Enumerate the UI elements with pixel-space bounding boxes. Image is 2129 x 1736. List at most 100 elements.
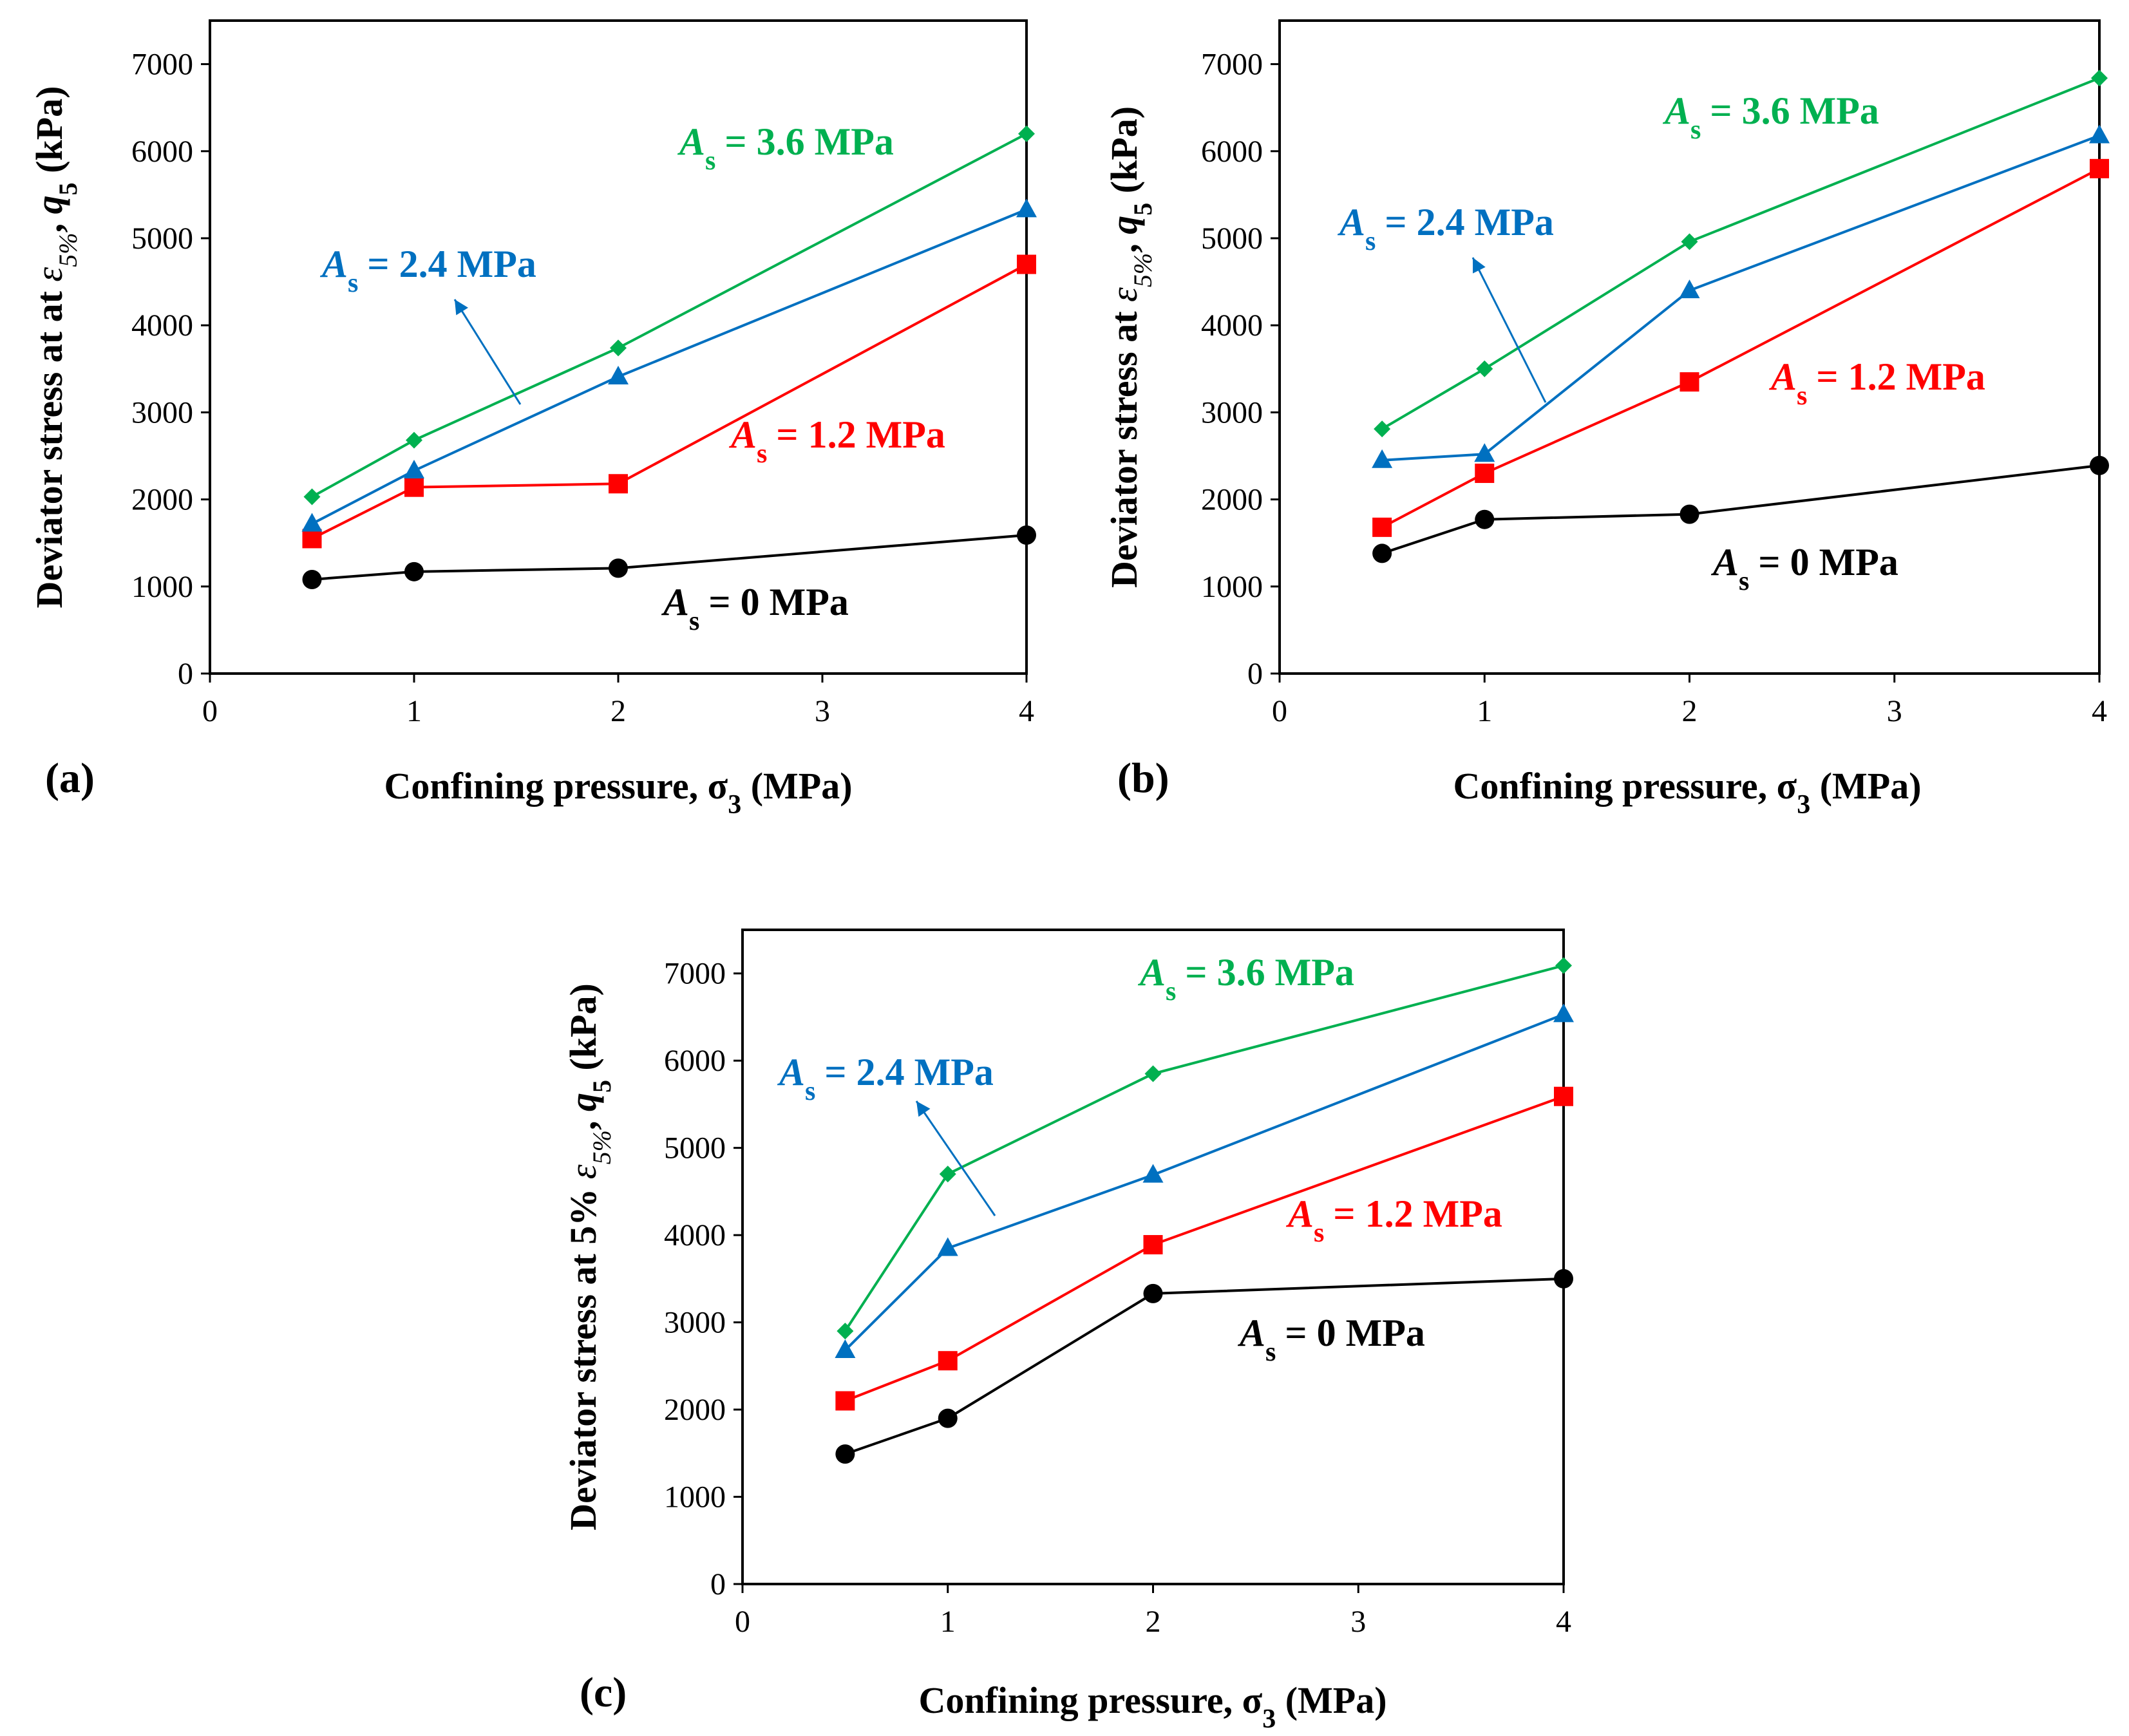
chart-panel-b: 0 1000 2000 3000 4000 5000 6000 7000 0 1 2 3 4 Confin…: [1103, 19, 2110, 820]
data-point-diamond: [303, 488, 321, 505]
data-point-square: [835, 1391, 855, 1411]
series-label: As = 3.6 MPa: [1662, 90, 1879, 145]
x-tick-label: 0: [1272, 694, 1287, 728]
series-label: As = 2.4 MPa: [319, 243, 536, 298]
y-axis-title-part: (kPa): [1103, 106, 1145, 203]
data-point-circle: [835, 1444, 855, 1464]
x-axis-title: Confining pressure, σ3 (MPa): [1453, 765, 1921, 820]
series-label: As = 3.6 MPa: [1137, 951, 1354, 1006]
x-axis-title-part: 3: [728, 790, 741, 820]
y-axis-title-part: ε: [562, 1164, 604, 1179]
chart-panel-c: 0 1000 2000 3000 4000 5000 6000 7000 0 1 2 3 4 Confin…: [562, 929, 1574, 1734]
x-axis-title-part: 3: [1262, 1704, 1276, 1734]
x-tick-label: 4: [1556, 1605, 1571, 1639]
annotation-arrowhead: [916, 1101, 931, 1117]
data-point-circle: [1554, 1269, 1573, 1288]
series-line: [311, 132, 1027, 498]
x-tick-label: 4: [1019, 694, 1034, 728]
data-point-triangle: [301, 513, 323, 532]
series-1: As = 1.2 MPa: [835, 1086, 1573, 1411]
x-tick-label: 2: [1682, 694, 1698, 728]
series-label: As = 0 MPa: [1237, 1312, 1425, 1367]
data-point-square: [1554, 1086, 1573, 1106]
data-point-circle: [938, 1408, 958, 1428]
y-axis-title-part: ,: [1103, 234, 1145, 253]
y-axis-title: Deviator stress at ε5%, q5 (kPa): [1103, 106, 1157, 588]
series-label: As = 1.2 MPa: [728, 413, 945, 469]
series-label-part: s: [689, 607, 699, 636]
x-tick-label: 1: [406, 694, 422, 728]
series-label-part: s: [1690, 115, 1701, 145]
series-line: [844, 1013, 1564, 1352]
data-point-triangle: [608, 365, 629, 384]
y-tick-label: 1000: [664, 1480, 726, 1514]
series-label-part: = 2.4 MPa: [367, 243, 536, 285]
y-axis-title-part: ,: [562, 1111, 604, 1130]
y-tick-label: 2000: [131, 483, 193, 517]
data-point-circle: [609, 558, 628, 578]
series-label-part: A: [319, 243, 348, 285]
series-label-part: A: [1137, 951, 1166, 994]
series-label-part: A: [1285, 1193, 1314, 1235]
panel-label: (b): [1117, 755, 1169, 802]
series-label-part: s: [1314, 1218, 1324, 1248]
data-point-triangle: [1553, 1003, 1574, 1023]
series-line: [1381, 464, 2100, 555]
series-label-part: A: [1662, 90, 1690, 132]
data-point-square: [1143, 1235, 1163, 1255]
data-point-triangle: [1474, 443, 1495, 462]
series-3: As = 3.6 MPa: [303, 120, 1035, 505]
series-label-part: = 3.6 MPa: [724, 120, 893, 163]
series-label-part: A: [1337, 201, 1365, 243]
series-line: [844, 964, 1564, 1332]
y-tick-label: 4000: [131, 308, 193, 343]
data-point-square: [302, 529, 322, 549]
series-label-part: = 3.6 MPa: [1185, 951, 1354, 994]
x-tick-label: 1: [1477, 694, 1492, 728]
x-axis-title-part: (MPa): [1276, 1679, 1386, 1721]
series-line: [1382, 134, 2100, 462]
series-2: As = 2.4 MPa: [301, 198, 1037, 532]
series-label-part: s: [1797, 381, 1807, 411]
data-point-diamond: [610, 339, 627, 357]
y-axis-title-part: 5%: [587, 1130, 616, 1164]
data-point-circle: [1680, 504, 1699, 524]
series-label-part: s: [705, 146, 715, 176]
data-point-triangle: [2089, 124, 2110, 144]
y-axis-title: Deviator stress at 5% ε5%, q5 (kPa): [562, 983, 616, 1531]
annotation-arrow: [915, 1100, 996, 1216]
panel-label: (a): [45, 755, 95, 802]
data-point-square: [2090, 158, 2109, 178]
series-label: As = 0 MPa: [661, 581, 849, 636]
data-point-circle: [1475, 509, 1495, 529]
y-axis-title-part: 5: [587, 1080, 616, 1093]
series-label-part: s: [1739, 567, 1749, 596]
chart-panel-a: 0 1000 2000 3000 4000 5000 6000 7000 0 1 2 3 4 Confin…: [28, 19, 1037, 820]
series-label-part: s: [805, 1077, 815, 1106]
annotation-arrowhead: [1473, 258, 1486, 274]
data-point-triangle: [1679, 279, 1700, 299]
series-label: As = 2.4 MPa: [1337, 201, 1554, 256]
series-line: [844, 1277, 1564, 1456]
data-point-triangle: [1016, 198, 1037, 218]
series-label-part: = 3.6 MPa: [1710, 90, 1878, 132]
data-point-diamond: [1144, 1065, 1162, 1082]
y-tick-label: 3000: [131, 395, 193, 429]
y-tick-label: 5000: [664, 1131, 726, 1165]
y-axis-title-part: q: [28, 195, 70, 214]
series-label-part: = 0 MPa: [1285, 1312, 1424, 1354]
data-point-triangle: [835, 1339, 856, 1358]
series-label: As = 0 MPa: [1710, 541, 1898, 596]
data-point-circle: [404, 561, 424, 581]
series-0: As = 0 MPa: [302, 525, 1036, 636]
series-1: As = 1.2 MPa: [1372, 158, 2109, 537]
data-point-diamond: [939, 1165, 956, 1183]
series-label: As = 2.4 MPa: [777, 1051, 994, 1106]
data-point-square: [938, 1351, 958, 1371]
y-tick-label: 6000: [1201, 135, 1263, 169]
x-axis-title-part: Confining pressure,: [384, 765, 707, 807]
x-axis-title-part: Confining pressure,: [918, 1679, 1242, 1721]
y-axis-title-part: q: [1103, 216, 1145, 234]
series-label-part: s: [1265, 1337, 1276, 1367]
